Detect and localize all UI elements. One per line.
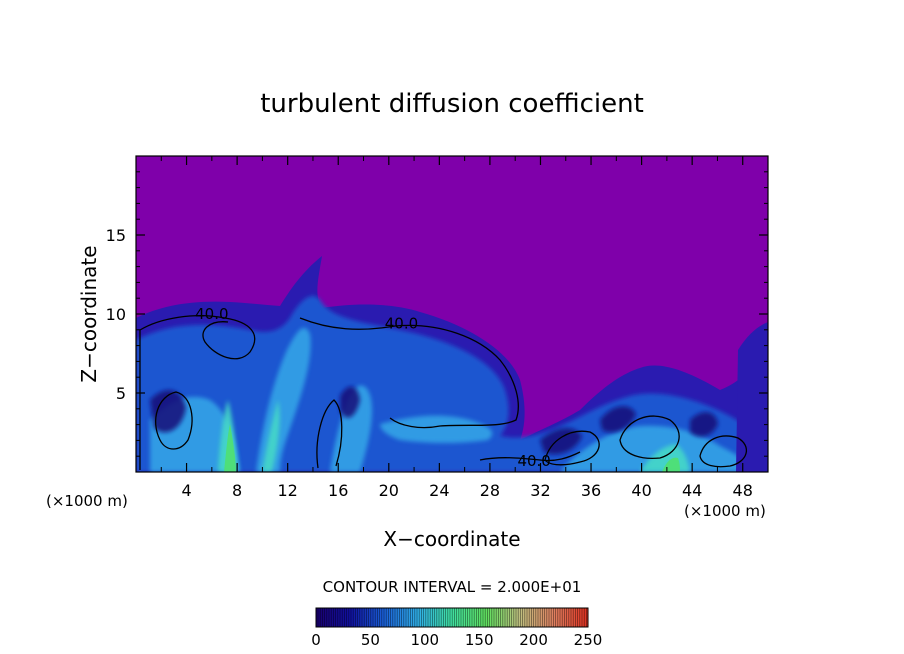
plot-area: 40.0 40.0 40.0 (136, 156, 768, 472)
field-region-light (150, 327, 760, 472)
field-region-right-plume (736, 322, 768, 472)
x-unit-label-right: (×1000 m) (684, 502, 766, 520)
x-tick-label: 36 (581, 481, 601, 500)
colorbar-tick-labels: 0 50 100 150 200 250 (311, 631, 602, 649)
contour-line-eddy-5 (699, 435, 748, 468)
x-axis: 4 8 12 16 20 24 28 32 36 40 44 48 (160, 156, 753, 500)
y-tick-label: 5 (116, 384, 126, 403)
x-unit-label-left: (×1000 m) (46, 492, 128, 510)
contour-labels: 40.0 40.0 40.0 (195, 305, 551, 470)
y-tick-label: 10 (106, 305, 126, 324)
x-tick-label: 44 (682, 481, 702, 500)
x-axis-label: X−coordinate (383, 527, 520, 551)
contour-label: 40.0 (195, 305, 228, 323)
contour-line-upper (299, 317, 519, 429)
contour-line-main (139, 315, 256, 470)
contour-line-eddy-2 (316, 399, 343, 469)
colorbar-tick-label: 200 (519, 631, 548, 649)
contour-label: 40.0 (385, 314, 418, 332)
contour-lines (139, 315, 748, 470)
x-tick-label: 32 (530, 481, 550, 500)
contour-line-eddy-1 (155, 391, 193, 450)
contour-interval-text: CONTOUR INTERVAL = 2.000E+01 (323, 578, 582, 596)
colorbar-tick-label: 50 (361, 631, 380, 649)
contour-label: 40.0 (517, 452, 550, 470)
colorbar: 0 50 100 150 200 250 (311, 607, 602, 649)
x-tick-label: 24 (429, 481, 449, 500)
field-region-dark-eddies (150, 386, 718, 455)
x-tick-label: 40 (631, 481, 651, 500)
y-axis-label: Z−coordinate (77, 245, 101, 382)
x-tick-label: 12 (278, 481, 298, 500)
x-tick-label: 8 (232, 481, 242, 500)
x-tick-label: 48 (733, 481, 753, 500)
contour-line-eddy-3 (544, 430, 600, 466)
x-tick-label: 16 (328, 481, 348, 500)
x-tick-label: 4 (181, 481, 191, 500)
colorbar-tick-label: 100 (410, 631, 439, 649)
y-tick-label: 15 (106, 226, 126, 245)
x-tick-label: 28 (480, 481, 500, 500)
colorbar-stripes (317, 608, 587, 627)
colorbar-tick-label: 250 (574, 631, 603, 649)
x-tick-label: 20 (379, 481, 399, 500)
field-region-cyan (218, 400, 690, 472)
colorbar-tick-label: 0 (311, 631, 321, 649)
contour-line-lower (479, 451, 581, 462)
colorbar-tick-label: 150 (465, 631, 494, 649)
contour-line-eddy-4 (619, 415, 680, 460)
heatmap-field (136, 256, 768, 472)
colorbar-frame (315, 607, 589, 628)
y-axis: 5 10 15 (106, 171, 768, 457)
chart-title: turbulent diffusion coefficient (260, 89, 644, 119)
